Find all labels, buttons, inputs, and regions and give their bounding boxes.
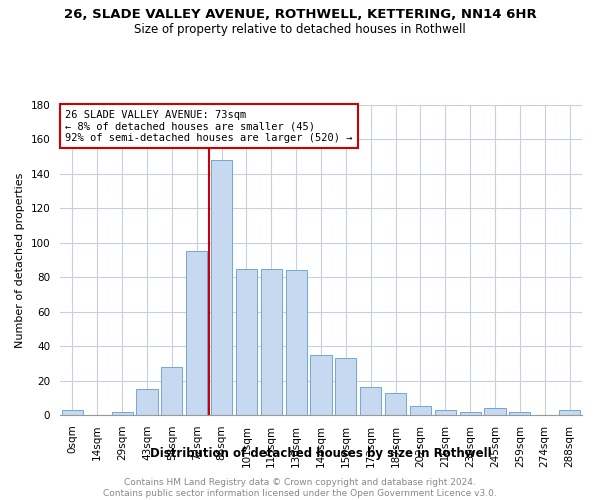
Bar (360, 388, 381, 415)
Y-axis label: Number of detached properties: Number of detached properties (15, 172, 25, 348)
Bar (236, 268, 257, 415)
Bar (211, 160, 232, 415)
Text: Contains HM Land Registry data © Crown copyright and database right 2024.
Contai: Contains HM Land Registry data © Crown c… (103, 478, 497, 498)
Bar (261, 268, 282, 415)
Bar (161, 367, 182, 415)
Bar (286, 270, 307, 415)
Bar (435, 410, 456, 415)
Bar (186, 252, 207, 415)
Text: 26 SLADE VALLEY AVENUE: 73sqm
← 8% of detached houses are smaller (45)
92% of se: 26 SLADE VALLEY AVENUE: 73sqm ← 8% of de… (65, 110, 353, 143)
Text: 26, SLADE VALLEY AVENUE, ROTHWELL, KETTERING, NN14 6HR: 26, SLADE VALLEY AVENUE, ROTHWELL, KETTE… (64, 8, 536, 20)
Text: Distribution of detached houses by size in Rothwell: Distribution of detached houses by size … (150, 448, 492, 460)
Bar (385, 392, 406, 415)
Bar (112, 412, 133, 415)
Bar (460, 412, 481, 415)
Text: Size of property relative to detached houses in Rothwell: Size of property relative to detached ho… (134, 22, 466, 36)
Bar (509, 412, 530, 415)
Bar (62, 410, 83, 415)
Bar (310, 354, 332, 415)
Bar (484, 408, 506, 415)
Bar (136, 389, 158, 415)
Bar (410, 406, 431, 415)
Bar (559, 410, 580, 415)
Bar (335, 358, 356, 415)
